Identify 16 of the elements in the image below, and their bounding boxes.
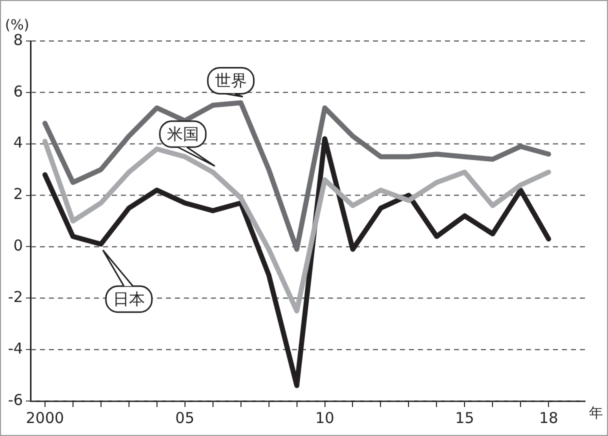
- x-tick-label: 10: [315, 408, 334, 427]
- x-tick-label: 18: [539, 408, 558, 427]
- y-tick-label: 6: [13, 82, 23, 100]
- y-tick-label: 4: [13, 134, 23, 152]
- x-tick-label: 05: [175, 408, 194, 427]
- y-tick-label: -2: [8, 288, 23, 306]
- y-tick-label: 2: [13, 185, 23, 204]
- series-label: 米国: [166, 124, 199, 144]
- x-axis-title: 年: [589, 406, 603, 422]
- y-tick-label: 0: [13, 236, 23, 255]
- y-tick-label: -4: [8, 339, 23, 358]
- y-tick-label: -6: [8, 390, 23, 409]
- legend-label: 日本: [112, 289, 145, 308]
- series-label: 世界: [214, 70, 247, 90]
- x-tick-label: 2000: [26, 408, 64, 427]
- x-tick-label: 15: [455, 408, 474, 427]
